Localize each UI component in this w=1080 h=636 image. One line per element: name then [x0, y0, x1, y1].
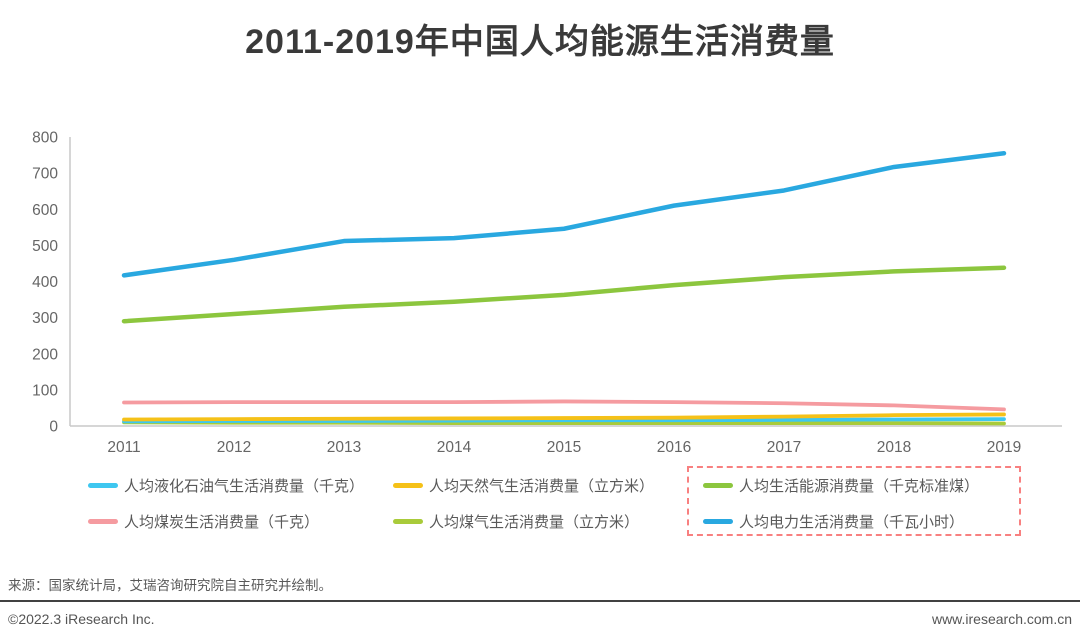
x-tick-label: 2012: [217, 439, 251, 456]
legend-item-0: 人均液化石油气生活消费量（千克）: [88, 475, 364, 495]
legend-label: 人均天然气生活消费量（立方米）: [429, 477, 655, 495]
footer-divider: [0, 600, 1080, 602]
footer-website: www.iresearch.com.cn: [931, 611, 1072, 627]
x-tick-label: 2019: [987, 439, 1021, 456]
source-note: 来源：国家统计局，艾瑞咨询研究院自主研究并绘制。: [8, 578, 332, 593]
series-line-2: [121, 265, 1007, 324]
legend-label: 人均煤炭生活消费量（千克）: [124, 513, 320, 531]
legend-line-swatch: [88, 518, 118, 524]
legend-line-swatch: [393, 518, 423, 524]
x-tick-label: 2018: [877, 439, 911, 456]
legend-line-swatch: [703, 518, 733, 524]
legend-line-swatch: [393, 482, 423, 488]
legend-line-swatch: [88, 482, 118, 488]
legend-label: 人均电力生活消费量（千瓦小时）: [739, 513, 965, 531]
series-line-5: [121, 151, 1007, 278]
series-line-3: [122, 399, 1006, 412]
x-tick-label: 2011: [107, 439, 140, 456]
series-line-1: [122, 412, 1006, 422]
line-chart-canvas: 0 100 200 300 400 500 600 700 800 2011 2012 2013 201…: [32, 130, 1062, 456]
x-tick-label: 2017: [767, 439, 801, 456]
x-tick-label: 2013: [327, 439, 361, 456]
y-tick-label: 800: [32, 130, 58, 147]
legend-label: 人均生活能源消费量（千克标准煤）: [739, 477, 980, 495]
legend-item-3: 人均煤炭生活消费量（千克）: [88, 511, 319, 531]
y-tick-label: 400: [32, 274, 58, 291]
footer-copyright: ©2022.3 iResearch Inc.: [8, 611, 155, 627]
legend-item-4: 人均煤气生活消费量（立方米）: [393, 511, 639, 531]
legend-item-5: 人均电力生活消费量（千瓦小时）: [703, 511, 964, 531]
y-tick-label: 600: [32, 202, 58, 219]
x-tick-label: 2016: [657, 439, 691, 456]
legend-item-1: 人均天然气生活消费量（立方米）: [393, 475, 654, 495]
y-tick-label: 200: [32, 346, 58, 363]
legend-label: 人均煤气生活消费量（立方米）: [429, 513, 640, 531]
y-tick-label: 700: [32, 166, 58, 183]
y-tick-label: 300: [32, 310, 58, 327]
y-tick-label: 100: [32, 382, 58, 399]
legend-highlight-box: [687, 466, 1021, 536]
series-line-0: [122, 417, 1006, 424]
x-tick-label: 2014: [437, 439, 472, 456]
y-tick-label: 0: [49, 419, 58, 436]
chart-title: 2011-2019年中国人均能源生活消费量: [245, 23, 835, 61]
y-tick-label: 500: [32, 238, 58, 255]
legend-line-swatch: [703, 482, 733, 488]
legend-label: 人均液化石油气生活消费量（千克）: [124, 477, 365, 495]
legend-item-2: 人均生活能源消费量（千克标准煤）: [703, 475, 979, 495]
x-tick-label: 2015: [547, 439, 581, 456]
